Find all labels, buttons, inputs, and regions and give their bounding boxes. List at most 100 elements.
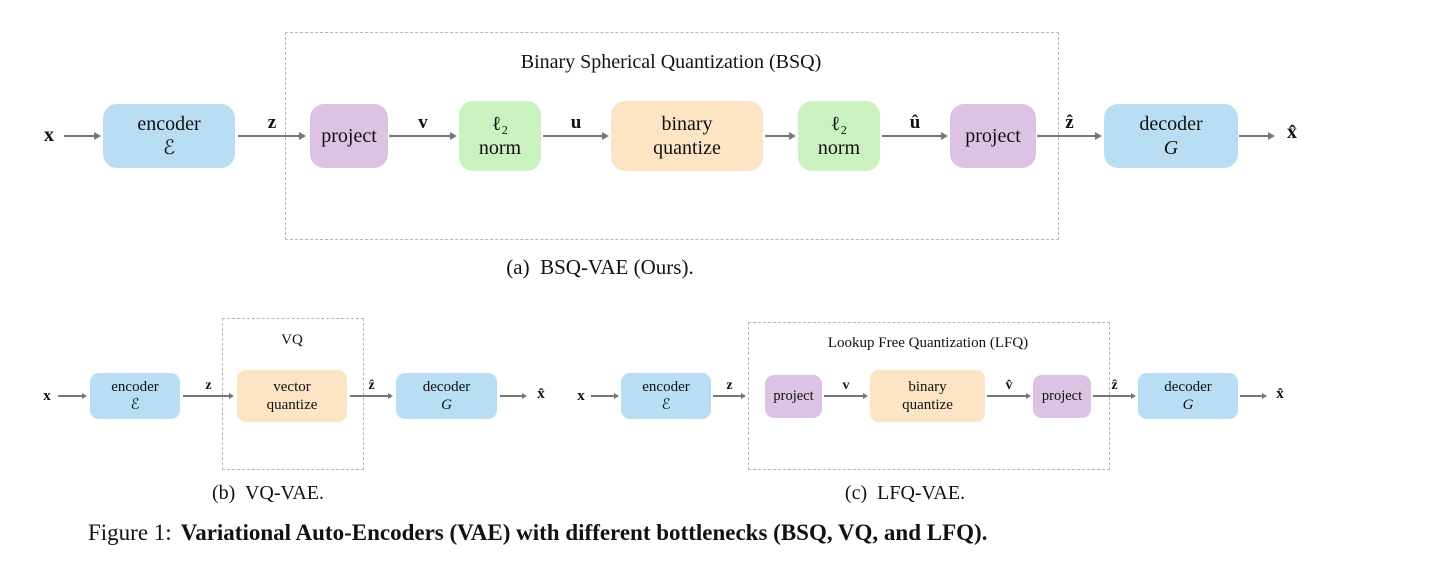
arrow-head-icon — [1095, 132, 1102, 140]
panel-b-input-label: x — [43, 388, 51, 404]
l2-norm-in-line2: norm — [478, 137, 522, 159]
arrow-shaft — [713, 395, 742, 397]
vq-box-title: VQ — [281, 332, 303, 348]
arrow-head-icon — [388, 393, 393, 399]
project-in-label: project — [321, 124, 377, 147]
vector-quantize-line1: vector — [273, 379, 311, 395]
encoder-label: encoder — [642, 379, 690, 395]
arrow-shaft — [58, 395, 83, 397]
arrow-head-icon — [1131, 393, 1136, 399]
edge-label-v: v — [418, 112, 428, 133]
arrow-shaft — [1239, 135, 1269, 137]
arrow-head-icon — [602, 132, 609, 140]
lfq-box-title: Lookup Free Quantization (LFQ) — [827, 335, 1029, 351]
decoder-label: decoder — [1139, 112, 1203, 135]
edge-label-u: u — [570, 112, 582, 133]
panel-a-output-label: x̂ — [1287, 121, 1297, 143]
arrow-decoder-to-output — [1240, 392, 1267, 400]
arrow-quantize-to-decoder: ẑ — [350, 379, 393, 400]
arrow-head-icon — [741, 393, 746, 399]
arrow-shaft — [1037, 135, 1096, 137]
arrow-shaft — [824, 395, 864, 397]
encoder-label: encoder — [111, 379, 159, 395]
arrow-head-icon — [450, 132, 457, 140]
binary-quantize-line2: quantize — [902, 397, 953, 413]
panel-b-output-label: x̂ — [537, 386, 545, 402]
edge-label-z: z — [267, 112, 277, 133]
edge-label-z: z — [205, 378, 212, 393]
binary-quantize-box: binary quantize — [870, 370, 985, 422]
arrow-head-icon — [522, 393, 527, 399]
project-in-box: project — [310, 104, 388, 168]
vq-dashed-box — [222, 318, 364, 470]
arrow-project-to-quantize: v — [824, 379, 868, 400]
arrow-encoder-to-project: z — [713, 379, 746, 400]
arrow-project-to-decoder: ẑ — [1093, 379, 1136, 400]
arrow-shaft — [765, 135, 790, 137]
panel-c-output-label: x̂ — [1276, 386, 1284, 402]
edge-label-z: z — [726, 378, 733, 393]
arrow-project-to-norm: v — [389, 113, 457, 141]
decoder-box: decoder G — [396, 373, 497, 419]
encoder-symbol: ℰ — [130, 397, 140, 413]
panel-b-caption: (b) VQ-VAE. — [211, 482, 325, 504]
encoder-box: encoder ℰ — [621, 373, 711, 419]
decoder-symbol: G — [1182, 397, 1194, 413]
edge-label-u-hat: û — [909, 112, 921, 133]
arrow-norm-to-quantize: u — [543, 113, 609, 141]
project-out-box: project — [1033, 375, 1091, 418]
encoder-symbol: ℰ — [162, 137, 176, 159]
arrow-head-icon — [1268, 132, 1275, 140]
decoder-label: decoder — [1164, 379, 1212, 395]
project-in-label: project — [773, 387, 814, 404]
arrow-shaft — [64, 135, 95, 137]
arrow-shaft — [543, 135, 603, 137]
arrow-project-to-decoder: ẑ — [1037, 113, 1102, 141]
edge-label-z-hat: ẑ — [1065, 112, 1074, 133]
edge-label-v: v — [842, 378, 850, 393]
arrow-head-icon — [299, 132, 306, 140]
encoder-box: encoder ℰ — [103, 104, 235, 168]
panel-a-caption: (a) BSQ-VAE (Ours). — [506, 255, 694, 279]
panel-c-caption: (c) LFQ-VAE. — [844, 482, 966, 504]
decoder-box: decoder G — [1138, 373, 1238, 419]
arrow-head-icon — [1026, 393, 1031, 399]
arrow-input-to-encoder — [58, 392, 87, 400]
l2-norm-in-line1: ℓ₂ — [491, 112, 509, 135]
binary-quantize-line1: binary — [661, 112, 713, 135]
arrow-shaft — [882, 135, 942, 137]
arrow-shaft — [500, 395, 523, 397]
panel-a-input-label: x — [44, 124, 54, 146]
arrow-shaft — [1093, 395, 1132, 397]
arrow-shaft — [389, 135, 451, 137]
decoder-symbol: G — [441, 397, 452, 413]
l2-norm-out-line1: ℓ₂ — [830, 112, 848, 135]
arrow-shaft — [1240, 395, 1263, 397]
arrow-input-to-encoder — [591, 392, 619, 400]
binary-quantize-line1: binary — [908, 379, 947, 395]
arrow-head-icon — [789, 132, 796, 140]
binary-quantize-box: binary quantize — [611, 101, 763, 171]
figure-caption-prefix: Figure 1: — [88, 520, 172, 545]
arrow-quantize-to-norm — [765, 131, 796, 141]
figure-caption-title: Variational Auto-Encoders (VAE) with dif… — [180, 520, 988, 545]
project-in-box: project — [765, 375, 822, 418]
arrow-head-icon — [863, 393, 868, 399]
l2-norm-out-box: ℓ₂ norm — [798, 101, 880, 171]
arrow-head-icon — [614, 393, 619, 399]
bsq-box-title: Binary Spherical Quantization (BSQ) — [520, 51, 822, 73]
project-out-box: project — [950, 104, 1036, 168]
arrow-head-icon — [229, 393, 234, 399]
panel-c-input-label: x — [577, 388, 585, 404]
arrow-quantize-to-project: v̂ — [987, 379, 1031, 400]
binary-quantize-line2: quantize — [653, 137, 721, 159]
arrow-encoder-to-quantize: z — [183, 379, 234, 400]
arrow-head-icon — [941, 132, 948, 140]
arrow-shaft — [183, 395, 230, 397]
vector-quantize-line2: quantize — [266, 397, 318, 413]
arrow-shaft — [238, 135, 300, 137]
arrow-head-icon — [1262, 393, 1267, 399]
arrow-head-icon — [94, 132, 101, 140]
arrow-input-to-encoder — [64, 131, 101, 141]
